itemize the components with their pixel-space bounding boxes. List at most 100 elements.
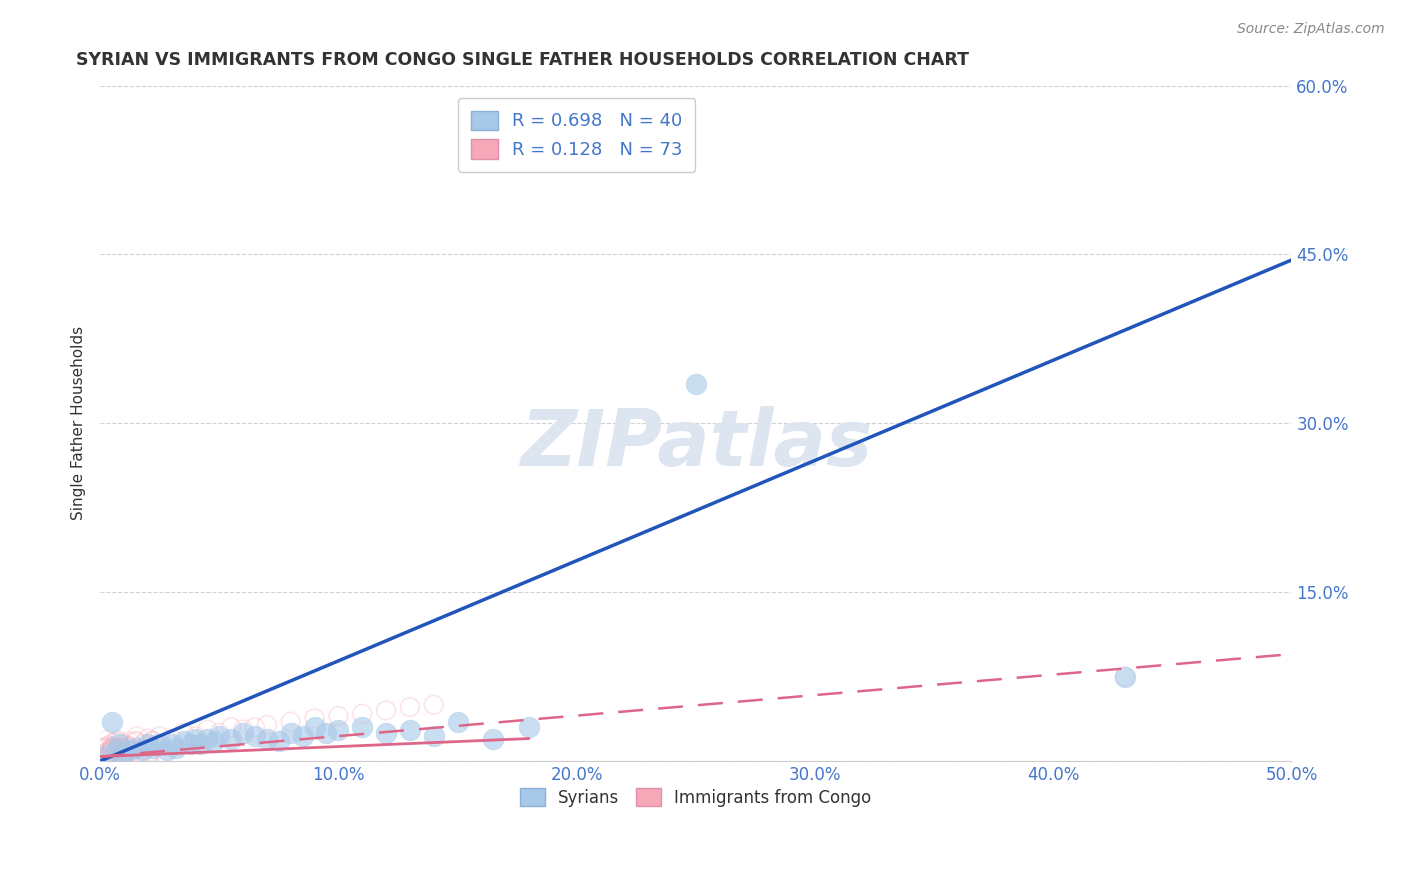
Point	[141, 734, 163, 748]
Point	[118, 735, 141, 749]
Point	[232, 723, 254, 737]
Point	[184, 729, 207, 743]
Point	[96, 733, 118, 747]
Point	[195, 731, 218, 746]
Text: SYRIAN VS IMMIGRANTS FROM CONGO SINGLE FATHER HOUSEHOLDS CORRELATION CHART: SYRIAN VS IMMIGRANTS FROM CONGO SINGLE F…	[76, 51, 969, 69]
Point	[291, 729, 314, 743]
Point	[110, 742, 132, 756]
Point	[94, 753, 117, 767]
Point	[267, 734, 290, 748]
Point	[180, 737, 202, 751]
Point	[117, 747, 139, 762]
Point	[112, 745, 135, 759]
Point	[111, 747, 134, 761]
Text: Source: ZipAtlas.com: Source: ZipAtlas.com	[1237, 22, 1385, 37]
Point	[100, 753, 122, 767]
Point	[160, 737, 183, 751]
Point	[328, 723, 350, 737]
Point	[136, 751, 159, 765]
Point	[304, 720, 326, 734]
Text: ZIPatlas: ZIPatlas	[520, 406, 872, 482]
Point	[107, 744, 129, 758]
Point	[94, 741, 117, 756]
Point	[280, 726, 302, 740]
Point	[101, 743, 124, 757]
Point	[128, 746, 150, 760]
Point	[328, 709, 350, 723]
Point	[132, 743, 155, 757]
Point	[105, 733, 128, 747]
Point	[219, 731, 242, 746]
Point	[94, 740, 117, 755]
Point	[208, 726, 231, 740]
Legend: Syrians, Immigrants from Congo: Syrians, Immigrants from Congo	[513, 781, 879, 814]
Point	[135, 749, 157, 764]
Point	[108, 745, 131, 759]
Point	[156, 743, 179, 757]
Point	[304, 711, 326, 725]
Point	[96, 748, 118, 763]
Point	[97, 751, 120, 765]
Point	[160, 731, 183, 746]
Point	[103, 741, 125, 756]
Point	[685, 376, 707, 391]
Point	[125, 730, 148, 744]
Point	[115, 747, 138, 761]
Point	[108, 737, 131, 751]
Point	[1114, 670, 1136, 684]
Point	[375, 703, 398, 717]
Point	[132, 737, 155, 751]
Point	[446, 714, 468, 729]
Point	[117, 740, 139, 755]
Point	[118, 740, 141, 755]
Point	[108, 747, 131, 761]
Point	[173, 726, 195, 740]
Y-axis label: Single Father Households: Single Father Households	[72, 326, 86, 520]
Point	[232, 726, 254, 740]
Point	[399, 723, 422, 737]
Point	[352, 720, 374, 734]
Point	[118, 743, 141, 757]
Point	[136, 737, 159, 751]
Point	[204, 734, 226, 748]
Point	[256, 731, 278, 746]
Point	[149, 729, 172, 743]
Point	[101, 740, 124, 755]
Point	[101, 741, 124, 756]
Point	[101, 714, 124, 729]
Point	[108, 752, 131, 766]
Point	[94, 751, 117, 765]
Point	[517, 720, 540, 734]
Point	[125, 740, 148, 755]
Point	[101, 739, 124, 754]
Point	[117, 740, 139, 755]
Point	[108, 740, 131, 755]
Point	[104, 751, 127, 765]
Point	[98, 744, 121, 758]
Point	[125, 746, 148, 760]
Point	[219, 720, 242, 734]
Point	[112, 749, 135, 764]
Point	[482, 731, 505, 746]
Point	[105, 735, 128, 749]
Point	[142, 735, 165, 749]
Point	[91, 742, 114, 756]
Point	[145, 738, 167, 752]
Point	[138, 753, 160, 767]
Point	[315, 726, 337, 740]
Point	[101, 736, 124, 750]
Point	[112, 745, 135, 759]
Point	[122, 748, 145, 763]
Point	[117, 739, 139, 753]
Point	[256, 718, 278, 732]
Point	[96, 746, 118, 760]
Point	[97, 739, 120, 754]
Point	[243, 720, 266, 734]
Point	[112, 751, 135, 765]
Point	[188, 737, 211, 751]
Point	[112, 737, 135, 751]
Point	[104, 747, 127, 761]
Point	[136, 731, 159, 746]
Point	[139, 744, 162, 758]
Point	[149, 737, 172, 751]
